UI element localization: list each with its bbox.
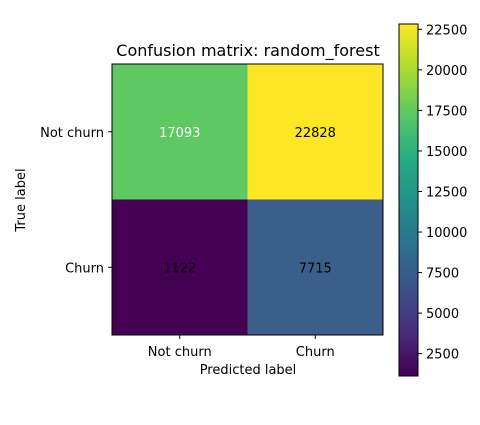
colorbar-tick-label: 2500 [426,348,459,363]
cell-value-label: 1122 [163,261,196,276]
colorbar [398,23,419,377]
colorbar-tick-label: 15000 [426,145,467,160]
cell-value-label: 17093 [159,126,200,141]
colorbar-tick-label: 17500 [426,104,467,119]
x-tick-label: Churn [296,345,335,360]
chart-title: Confusion matrix: random_forest [116,41,379,61]
y-axis-ticks: Not churn Churn [40,126,112,276]
heatmap-cell [247,64,383,200]
x-axis-label: Predicted label [200,363,297,378]
colorbar-tick-label: 5000 [426,307,459,322]
colorbar-ticks: 2500 5000 7500 10000 12500 15000 17500 20000 225… [418,23,467,363]
y-axis-label: True label [14,168,29,232]
heatmap-cell [112,64,248,200]
colorbar-tick-label: 10000 [426,226,467,241]
colorbar-tick-label: 12500 [426,185,467,200]
heatmap-cells: 17093 22828 1122 7715 [112,64,383,335]
colorbar-tick-label: 20000 [426,64,467,79]
y-tick-label: Not churn [40,126,104,141]
plot-frame [111,63,384,336]
y-tick-label: Churn [65,261,104,276]
cell-value-label: 22828 [295,126,336,141]
cell-value-label: 7715 [299,261,332,276]
x-tick-label: Not churn [148,345,212,360]
heatmap-cell [247,199,383,335]
colorbar-tick-label: 7500 [426,267,459,282]
heatmap-cell [112,199,248,335]
colorbar-tick-label: 22500 [426,23,467,38]
x-axis-ticks: Not churn Churn [148,335,335,360]
